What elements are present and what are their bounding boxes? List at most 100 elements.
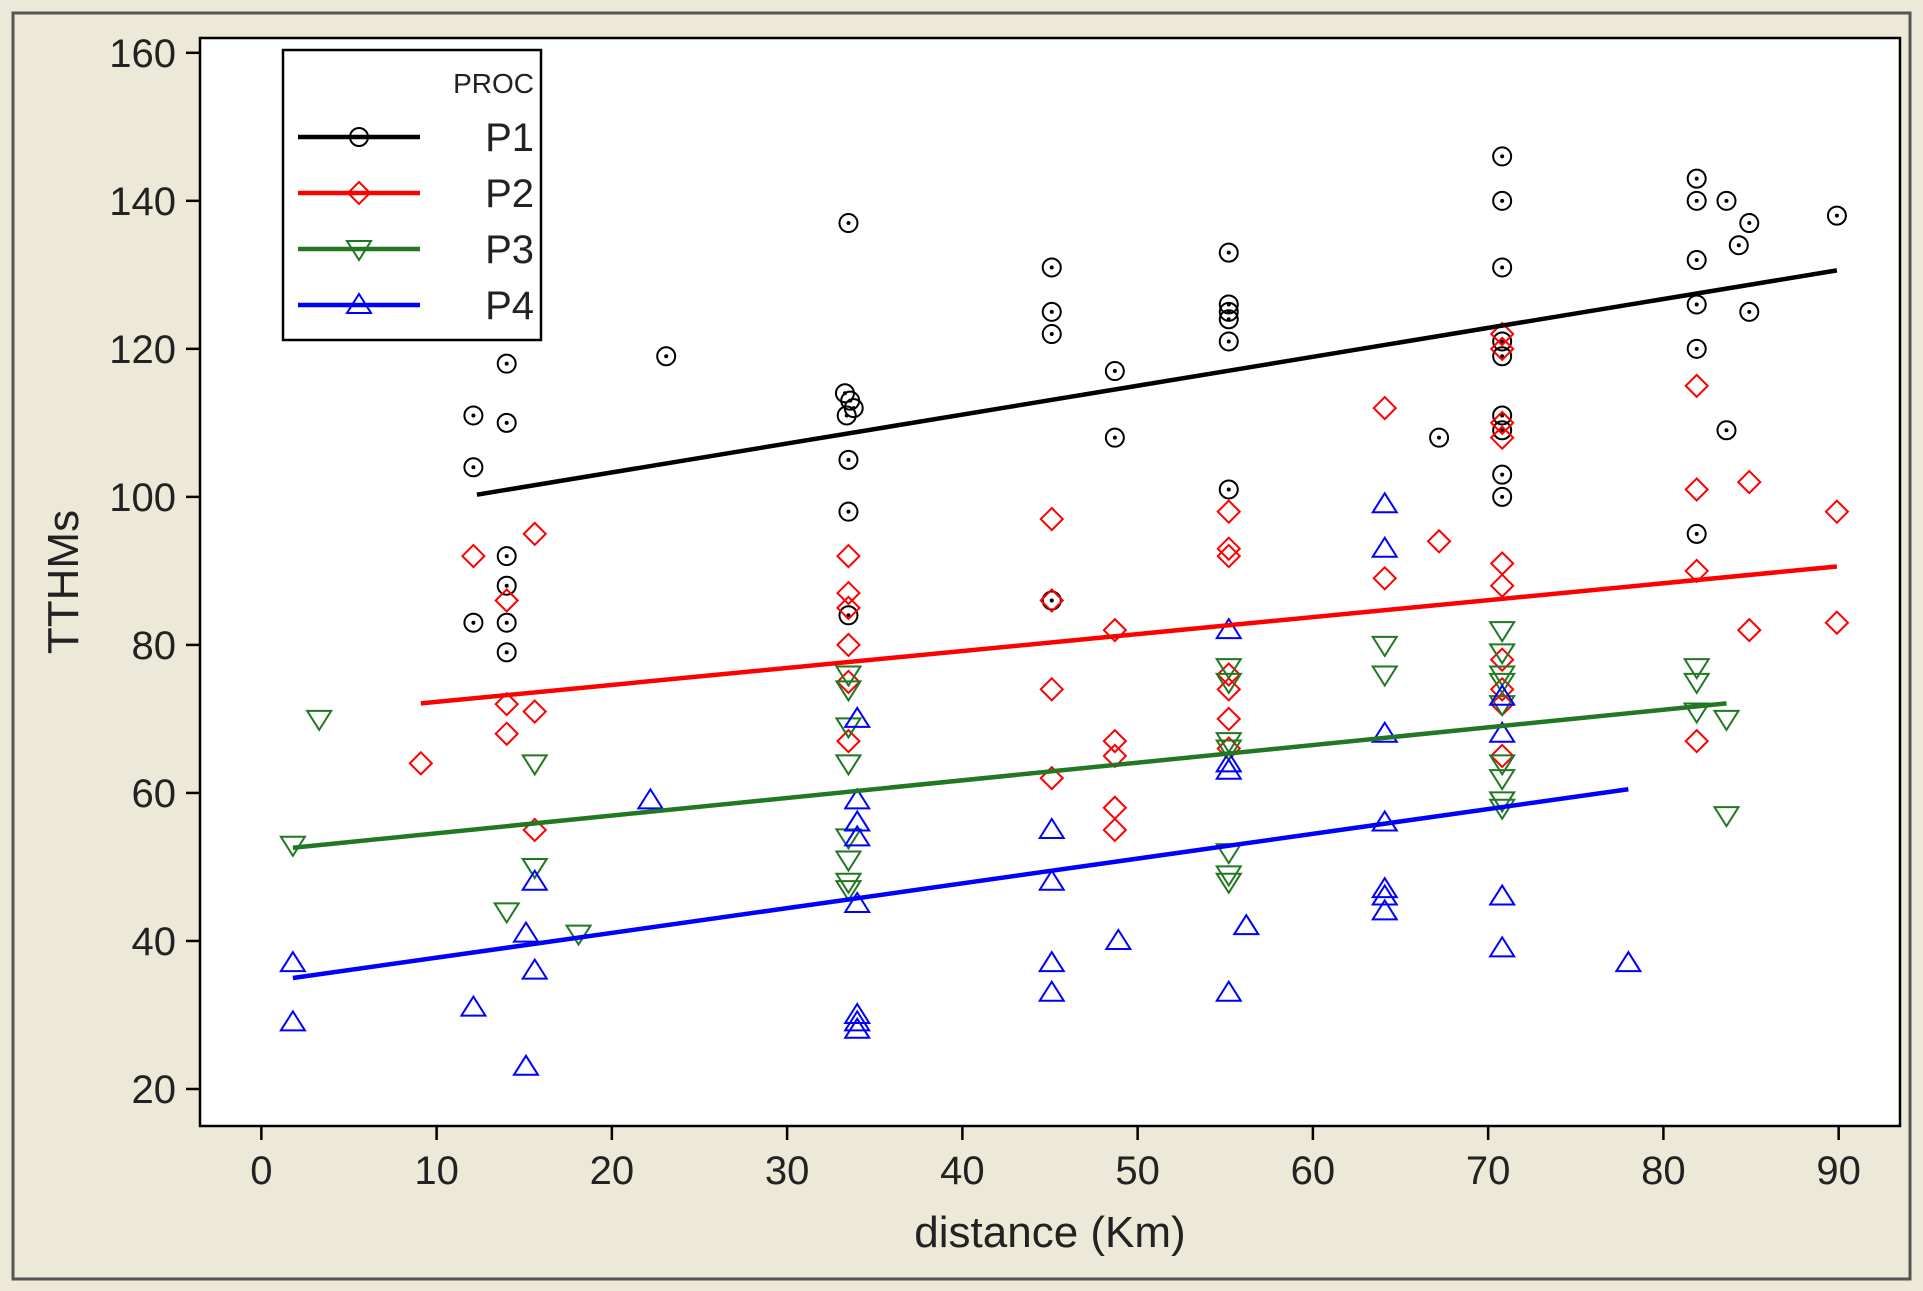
legend-item-p3: P3 (298, 228, 534, 272)
data-point (1041, 590, 1062, 611)
data-point (656, 346, 677, 367)
data-point (1104, 361, 1125, 382)
data-point (1370, 883, 1399, 906)
data-point (512, 1053, 540, 1076)
data-point (1492, 346, 1513, 367)
data-point (838, 605, 859, 626)
legend-marker (345, 240, 373, 262)
x-tick-label: 10 (414, 1149, 459, 1193)
data-point (843, 706, 872, 728)
data-point (496, 412, 517, 433)
data-point (1492, 464, 1513, 485)
legend-marker (349, 127, 369, 147)
legend-item-p4: P4 (298, 284, 534, 328)
data-point (496, 642, 517, 663)
data-point (1218, 479, 1239, 500)
legend-item-p1: P1 (298, 116, 534, 160)
data-point (1039, 676, 1065, 702)
data-point (1370, 898, 1399, 921)
data-point (279, 950, 307, 973)
data-point (1739, 213, 1760, 234)
y-tick-label: 140 (109, 180, 176, 224)
data-point (838, 213, 859, 234)
series-p1 (463, 146, 1847, 663)
data-point (834, 828, 863, 851)
y-tick-label: 60 (132, 772, 177, 816)
data-point (836, 543, 861, 569)
fit-line-p4 (292, 787, 1629, 981)
data-point (1488, 769, 1516, 792)
data-point (1686, 523, 1707, 544)
data-point (1488, 643, 1516, 666)
y-axis-label: TTHMs (39, 510, 88, 654)
data-point (1488, 883, 1516, 906)
data-point (1214, 617, 1243, 640)
data-point (1488, 720, 1516, 743)
data-point (1214, 658, 1243, 680)
data-point (1686, 250, 1707, 271)
x-axis: 0 10 20 30 40 50 60 70 80 90 (250, 1126, 1861, 1193)
data-point (1102, 617, 1128, 643)
data-point (1041, 324, 1062, 345)
data-point (1214, 757, 1243, 780)
data-point (520, 754, 549, 777)
legend-label: P1 (485, 116, 534, 160)
y-tick-label: 40 (132, 920, 177, 964)
legend-label: P2 (485, 172, 534, 216)
legend-title: PROC (453, 68, 534, 99)
regression-lines (292, 268, 1838, 981)
data-point (1370, 876, 1399, 899)
data-point (1370, 720, 1399, 743)
data-point (1824, 499, 1850, 525)
x-tick-label: 70 (1466, 1149, 1511, 1193)
legend-label: P4 (485, 284, 534, 328)
x-tick-label: 90 (1816, 1149, 1861, 1193)
fit-line-p2 (420, 564, 1838, 706)
data-point (1488, 665, 1516, 688)
data-point (1684, 728, 1710, 754)
data-point (1728, 235, 1749, 256)
data-point (1370, 665, 1399, 688)
data-point (1216, 706, 1242, 732)
data-point (1214, 739, 1243, 762)
x-tick-label: 20 (590, 1149, 635, 1193)
data-point (1039, 506, 1065, 532)
data-point (1104, 928, 1133, 950)
data-point (1426, 528, 1452, 554)
data-point (843, 1002, 872, 1024)
data-point (834, 880, 863, 903)
data-point (1614, 950, 1643, 973)
data-point (1488, 621, 1516, 643)
legend: PROC P1 P2 P3 P4 (281, 48, 543, 342)
data-point (463, 405, 484, 426)
x-tick-label: 40 (940, 1149, 985, 1193)
data-point (834, 754, 863, 777)
data-point (1684, 373, 1710, 399)
data-point (1488, 935, 1516, 958)
data-points (279, 146, 1850, 1076)
data-point (843, 824, 872, 847)
data-point (836, 669, 861, 695)
data-point (843, 891, 872, 913)
data-point (843, 1016, 872, 1039)
data-point (1736, 617, 1762, 643)
data-point (1682, 672, 1711, 695)
y-tick-label: 80 (132, 624, 177, 668)
data-point (496, 353, 517, 374)
data-point (843, 787, 872, 810)
data-point (1492, 190, 1513, 211)
data-point (1370, 491, 1399, 514)
data-point (1684, 477, 1710, 502)
data-point (1489, 647, 1515, 673)
data-point (463, 612, 484, 633)
data-point (836, 580, 861, 606)
data-point (1214, 979, 1243, 1002)
data-point (834, 680, 863, 703)
x-axis-label: distance (Km) (914, 1208, 1185, 1257)
data-point (1716, 420, 1737, 441)
data-point (1214, 750, 1243, 773)
data-point (1712, 806, 1741, 829)
data-point (1218, 242, 1239, 263)
data-point (492, 902, 521, 925)
data-point (1488, 754, 1516, 777)
